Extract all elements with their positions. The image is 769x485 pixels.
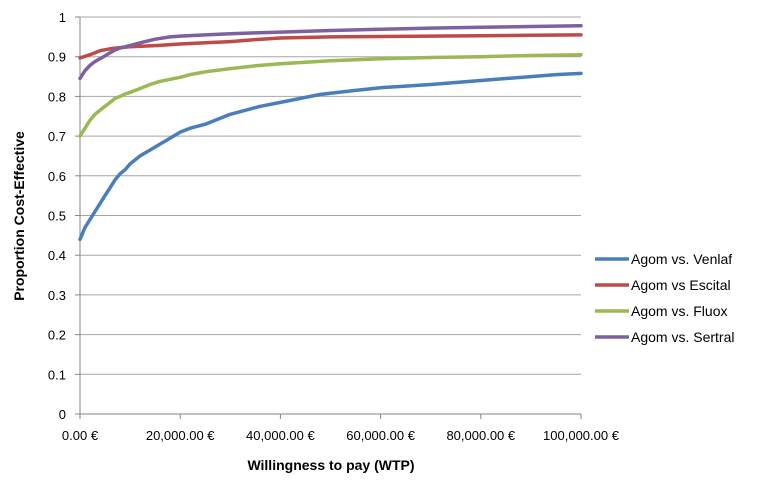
y-tick-label: 0.6	[48, 169, 66, 184]
x-tick-label: 0.00 €	[62, 428, 99, 443]
legend-label: Agom vs Escital	[631, 277, 731, 293]
series-line-3	[78, 52, 583, 138]
axes: 0 0.1 0.2 0.3 0.4 0.5 0.6 0.7 0.8 0.9 1 0.00 € 20,00…	[48, 10, 620, 443]
series-line-2	[78, 33, 583, 60]
y-axis-title: Proportion Cost-Effective	[11, 131, 27, 301]
y-tick-label: 0.9	[48, 50, 66, 65]
y-tick-label: 0.4	[48, 248, 66, 263]
grid-lines	[80, 16, 581, 375]
y-tick-label: 0.7	[48, 129, 66, 144]
y-tick-label: 0.3	[48, 288, 66, 303]
x-tick-label: 40,000.00 €	[246, 428, 315, 443]
y-tick-label: 0.8	[48, 89, 66, 104]
legend-label: Agom vs. Fluox	[631, 303, 727, 319]
y-tick-label: 0.1	[48, 367, 66, 382]
legend: Agom vs. Venlaf Agom vs Escital Agom vs. F…	[595, 251, 734, 345]
series-lines	[78, 23, 583, 242]
legend-label: Agom vs. Venlaf	[631, 251, 732, 267]
x-axis-title: Willingness to pay (WTP)	[247, 457, 414, 473]
y-tick-label: 0	[59, 407, 66, 422]
x-tick-label: 20,000.00 €	[146, 428, 215, 443]
x-tick-label: 100,000.00 €	[543, 428, 620, 443]
y-tick-label: 1	[59, 10, 66, 25]
y-tick-label: 0.5	[48, 209, 66, 224]
series-line-4	[78, 23, 583, 81]
y-tick-label: 0.2	[48, 328, 66, 343]
x-tick-label: 60,000.00 €	[346, 428, 415, 443]
legend-label: Agom vs. Sertral	[631, 329, 734, 345]
series-line-1	[78, 71, 583, 242]
x-tick-label: 80,000.00 €	[446, 428, 515, 443]
